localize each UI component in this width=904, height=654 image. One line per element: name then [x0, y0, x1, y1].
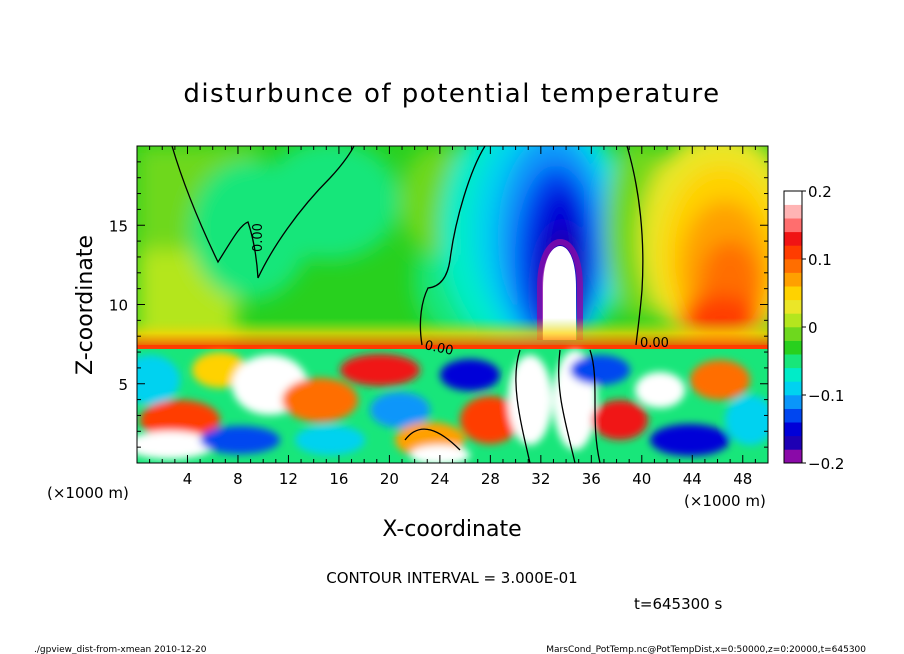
contour-line-left: [171, 146, 355, 279]
cold-core: [542, 246, 576, 340]
contour-line-central: [419, 146, 486, 346]
x-axis-label: X-coordinate: [382, 517, 521, 542]
colorbar-swatch: [784, 340, 802, 355]
colorbar-swatch: [784, 354, 802, 369]
x-tick-label: 40: [632, 470, 651, 488]
colorbar-swatch: [784, 367, 802, 382]
contour-line-lower: [404, 349, 601, 463]
contour-lines: [171, 146, 644, 463]
colorbar-swatch: [784, 408, 802, 423]
colorbar-swatch: [784, 204, 802, 219]
lower-turbulent-layer: [137, 349, 768, 463]
colorbar-swatch: [784, 449, 802, 464]
upper-field: [137, 146, 768, 360]
x-tick-label: 8: [233, 470, 243, 488]
x-unit-left: (×1000 m): [47, 484, 129, 502]
colorbar-swatch: [784, 381, 802, 396]
footer-left: ./gpview_dist-from-xmean 2010-12-20: [34, 645, 207, 654]
inversion-warm-band: [137, 318, 768, 348]
z-tick-label: 10: [109, 297, 128, 315]
x-tick-label: 4: [183, 470, 193, 488]
x-tick-label: 44: [683, 470, 702, 488]
inversion-line: [137, 345, 768, 349]
colorbar: 0.2 0.1 0 −0.1 −0.2: [783, 183, 844, 473]
colorbar-swatch: [784, 286, 802, 301]
z-tick-label: 5: [118, 376, 128, 394]
z-axis: 5 10 15: [109, 161, 768, 448]
x-tick-label: 16: [329, 470, 348, 488]
z-axis-label: Z-coordinate: [73, 235, 98, 375]
heatmap-field: [137, 146, 768, 463]
x-tick-label: 24: [430, 470, 449, 488]
contour-label-3: 0.00: [640, 336, 669, 351]
x-tick-label: 48: [733, 470, 752, 488]
colorbar-swatch: [784, 435, 802, 450]
z-tick-label: 15: [109, 217, 128, 235]
colorbar-tick-label: 0.2: [808, 183, 832, 201]
x-unit-right: (×1000 m): [684, 492, 766, 510]
colorbar-swatch: [784, 218, 802, 233]
colorbar-tick-label: 0: [808, 319, 818, 337]
contour-labels: 0.00 0.00 0.00: [251, 223, 669, 359]
colorbar-swatch: [784, 272, 802, 287]
colorbar-swatch: [784, 299, 802, 314]
colorbar-swatch: [784, 191, 802, 205]
colorbar-swatch: [784, 313, 802, 328]
x-tick-label: 20: [380, 470, 399, 488]
colorbar-swatch: [784, 327, 802, 341]
colorbar-tick-label: −0.2: [808, 455, 844, 473]
contour-label-2: 0.00: [423, 338, 454, 359]
x-tick-label: 12: [279, 470, 298, 488]
colorbar-swatch: [784, 259, 802, 273]
time-label: t=645300 s: [634, 595, 722, 613]
contour-line-right: [626, 146, 644, 346]
colorbar-swatch: [784, 395, 802, 409]
x-tick-label: 32: [531, 470, 550, 488]
cold-core-rim: [537, 238, 583, 340]
contour-label-1: 0.00: [251, 223, 266, 252]
colorbar-swatch: [784, 231, 802, 246]
chart-title: disturbunce of potential temperature: [183, 79, 720, 109]
x-axis: 4 8 12 16 20 24 28 32 36 40 44 48: [149, 146, 756, 488]
colorbar-swatch: [784, 245, 802, 260]
contour-interval: CONTOUR INTERVAL = 3.000E-01: [326, 569, 577, 587]
footer-right: MarsCond_PotTemp.nc@PotTempDist,x=0:5000…: [546, 645, 866, 654]
colorbar-swatch: [784, 422, 802, 437]
colorbar-tick-label: −0.1: [808, 387, 844, 405]
x-tick-label: 28: [481, 470, 500, 488]
x-tick-label: 36: [582, 470, 601, 488]
colorbar-tick-label: 0.1: [808, 251, 832, 269]
